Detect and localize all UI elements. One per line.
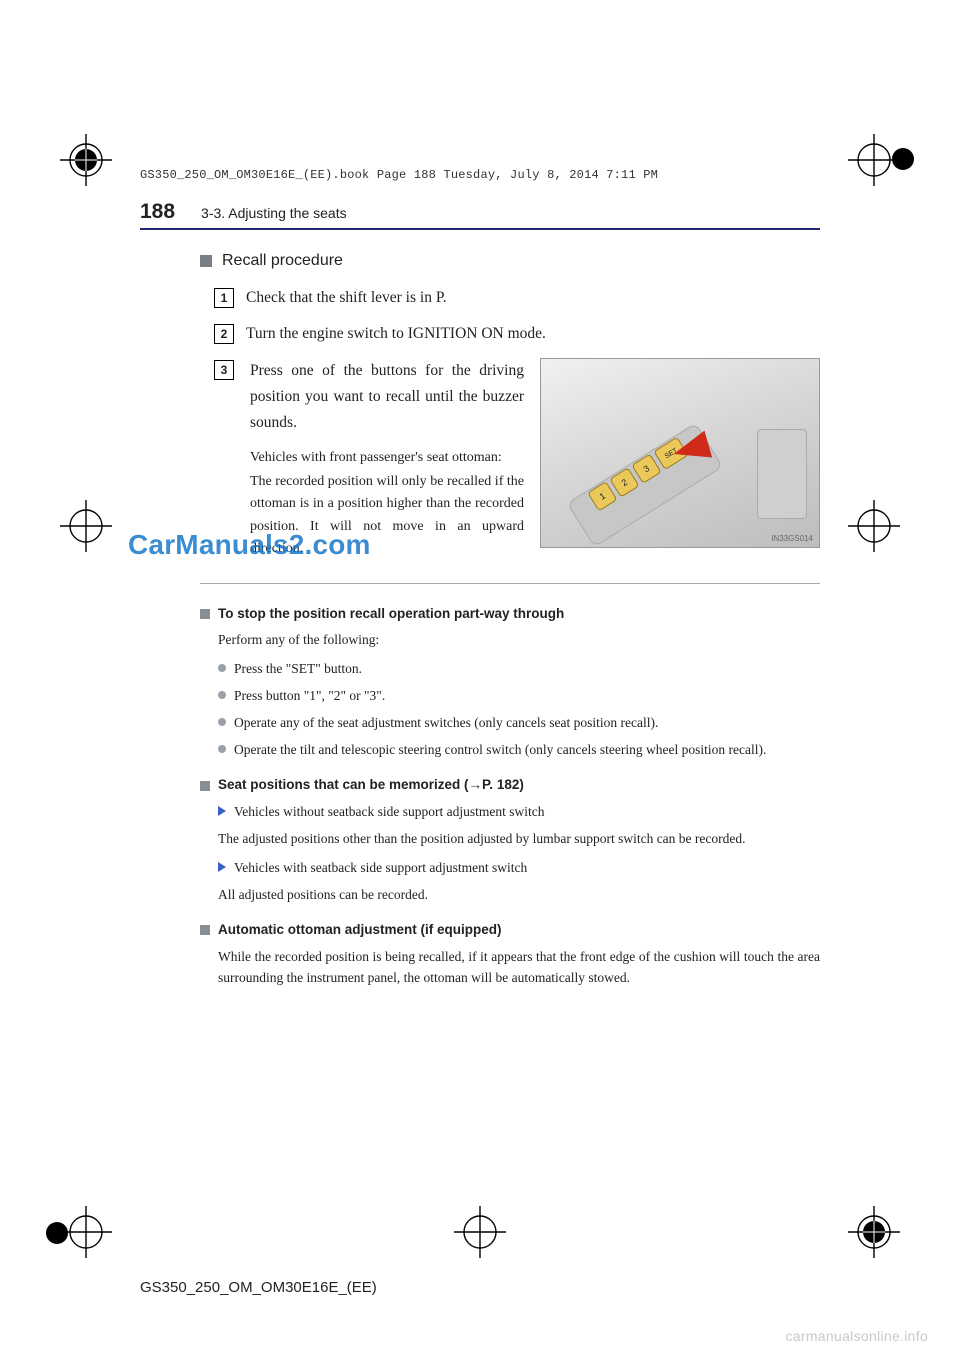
bullet-dot-icon [218,691,226,699]
overlay-watermark: CarManuals2.com [128,529,371,561]
divider [200,583,820,584]
bullet-dot-icon [218,718,226,726]
note-auto-ottoman-heading: Automatic ottoman adjustment (if equippe… [218,920,502,941]
crop-dot [46,1222,68,1244]
page-number: 188 [140,200,175,224]
memory-seat-figure: 1 2 3 SET IN33GS014 [540,358,820,548]
memorized-sub2: Vehicles with seatback side support adju… [234,858,527,879]
memorized-body2: All adjusted positions can be recorded. [218,885,820,906]
stop-item-3: Operate any of the seat adjustment switc… [234,713,658,734]
stop-item-1: Press the "SET" button. [234,659,362,680]
square-marker-icon [200,925,210,935]
square-marker-icon [200,255,212,267]
figure-ref: IN33GS014 [771,534,813,543]
crop-mark [848,500,900,552]
recall-heading: Recall procedure [222,252,343,270]
step-1-text: Check that the shift lever is in P. [246,286,447,310]
memorized-body1: The adjusted positions other than the po… [218,829,820,850]
book-line: GS350_250_OM_OM30E16E_(EE).book Page 188… [140,168,658,182]
crop-mark [454,1206,506,1258]
crop-mark [60,500,112,552]
step-number: 2 [214,324,234,344]
memorized-sub1: Vehicles without seatback side support a… [234,802,544,823]
triangle-bullet-icon [218,806,226,816]
bullet-dot-icon [218,745,226,753]
section-title: 3-3. Adjusting the seats [201,205,347,221]
site-watermark: carmanualsonline.info [786,1328,929,1344]
auto-ottoman-body: While the recorded position is being rec… [218,947,820,989]
triangle-bullet-icon [218,862,226,872]
step-number: 3 [214,360,234,380]
crop-mark [848,1206,900,1258]
ottoman-intro: Vehicles with front passenger's seat ott… [250,447,524,469]
step-number: 1 [214,288,234,308]
stop-item-4: Operate the tilt and telescopic steering… [234,740,766,761]
header-rule [140,228,820,230]
crop-mark [60,134,112,186]
square-marker-icon [200,781,210,791]
bullet-dot-icon [218,664,226,672]
note-memorized-heading: Seat positions that can be memorized (→P… [218,775,524,796]
stop-item-2: Press button "1", "2" or "3". [234,686,385,707]
square-marker-icon [200,609,210,619]
note-stop-intro: Perform any of the following: [218,630,820,651]
crop-dot [892,148,914,170]
step-3-text: Press one of the buttons for the driving… [250,358,524,437]
note-stop-heading: To stop the position recall operation pa… [218,604,564,625]
step-2-text: Turn the engine switch to IGNITION ON mo… [246,322,546,346]
footer-code: GS350_250_OM_OM30E16E_(EE) [140,1279,377,1296]
